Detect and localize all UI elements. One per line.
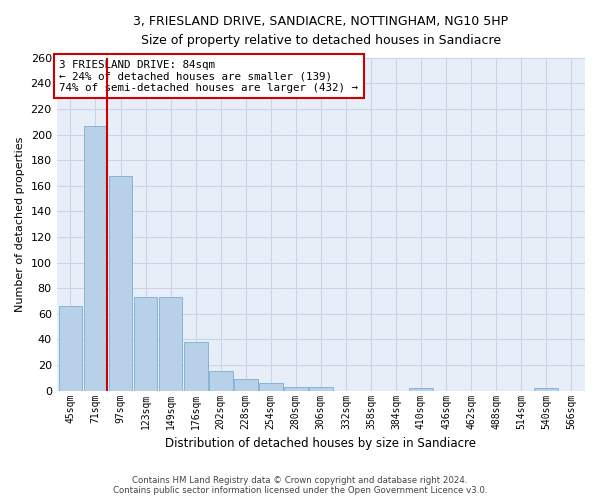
Bar	[259, 383, 283, 390]
Bar	[59, 306, 82, 390]
Bar	[83, 126, 107, 390]
Bar	[234, 379, 257, 390]
Bar	[534, 388, 558, 390]
Bar	[409, 388, 433, 390]
Text: Contains HM Land Registry data © Crown copyright and database right 2024.
Contai: Contains HM Land Registry data © Crown c…	[113, 476, 487, 495]
Bar	[134, 297, 157, 390]
Bar	[109, 176, 133, 390]
Title: 3, FRIESLAND DRIVE, SANDIACRE, NOTTINGHAM, NG10 5HP
Size of property relative to: 3, FRIESLAND DRIVE, SANDIACRE, NOTTINGHA…	[133, 15, 508, 47]
Bar	[309, 387, 333, 390]
Bar	[184, 342, 208, 390]
Text: 3 FRIESLAND DRIVE: 84sqm
← 24% of detached houses are smaller (139)
74% of semi-: 3 FRIESLAND DRIVE: 84sqm ← 24% of detach…	[59, 60, 358, 93]
Bar	[159, 297, 182, 390]
Y-axis label: Number of detached properties: Number of detached properties	[15, 136, 25, 312]
Bar	[284, 387, 308, 390]
X-axis label: Distribution of detached houses by size in Sandiacre: Distribution of detached houses by size …	[166, 437, 476, 450]
Bar	[209, 372, 233, 390]
